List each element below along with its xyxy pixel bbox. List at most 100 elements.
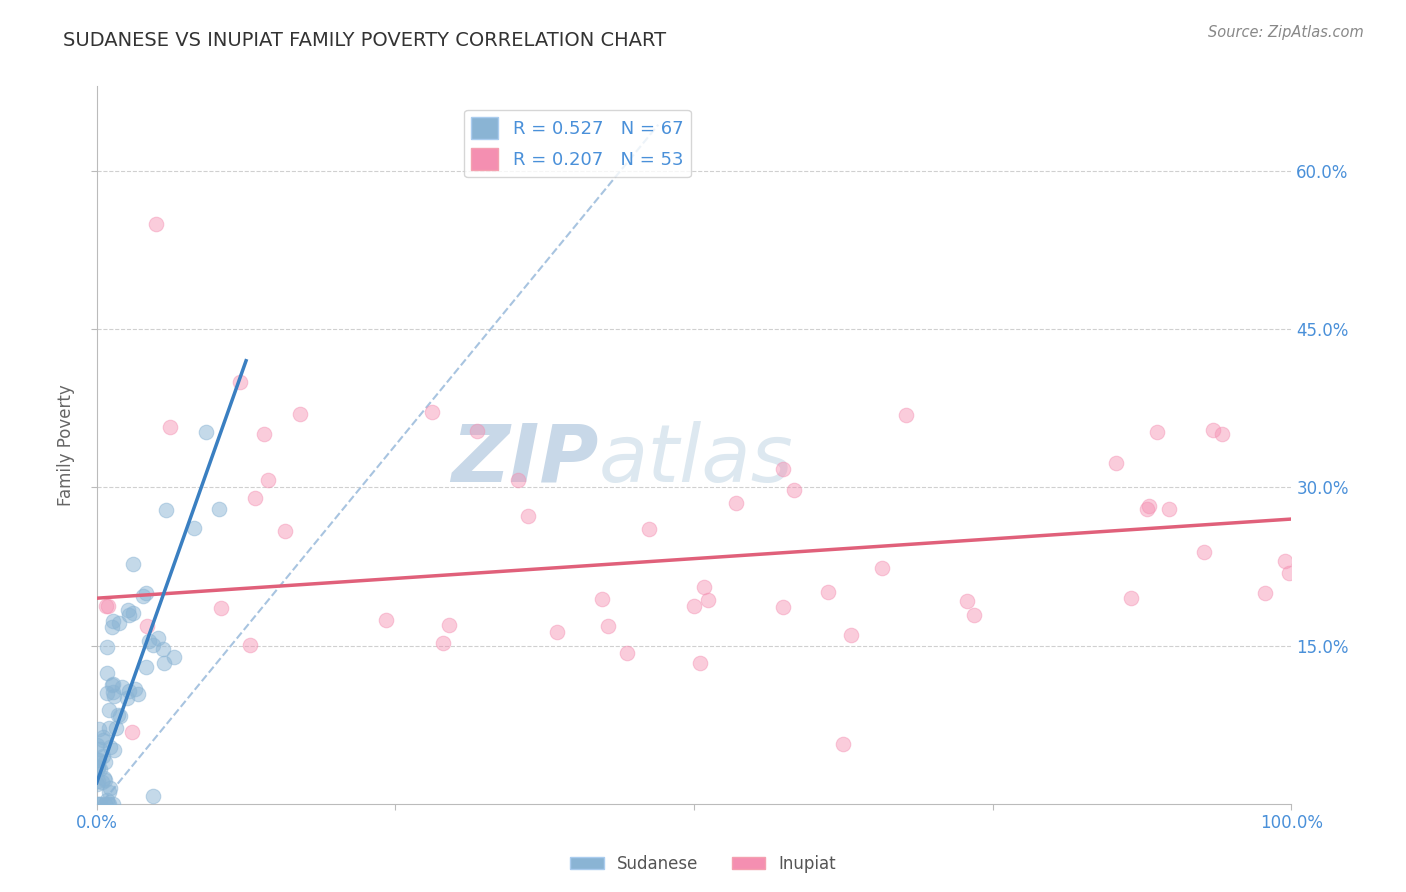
Point: [118, 608, 141, 623]
Text: ZIP: ZIP: [451, 420, 599, 499]
Point: [94, 772, 117, 787]
Point: [117, 691, 139, 706]
Point: [87, 753, 110, 767]
Point: [963, 608, 986, 623]
Point: [103, 689, 125, 703]
Point: [96, 640, 118, 655]
Point: [124, 682, 146, 697]
Point: [374, 613, 396, 627]
Point: [288, 407, 311, 421]
Point: [135, 618, 157, 632]
Point: [87, 722, 110, 736]
Point: [103, 743, 125, 757]
Y-axis label: Family Poverty: Family Poverty: [58, 384, 75, 506]
Point: [437, 618, 460, 632]
Point: [724, 495, 747, 509]
Point: [256, 474, 278, 488]
Point: [86, 738, 108, 752]
Point: [1274, 554, 1296, 568]
Point: [209, 601, 232, 615]
Point: [96, 797, 118, 811]
Point: [101, 678, 124, 692]
Point: [832, 737, 855, 751]
Point: [98, 797, 121, 811]
Point: [86, 753, 108, 767]
Point: [98, 703, 121, 717]
Point: [870, 560, 893, 574]
Point: [117, 603, 139, 617]
Point: [97, 785, 120, 799]
Point: [159, 419, 181, 434]
Point: [465, 424, 488, 438]
Point: [253, 427, 276, 442]
Point: [89, 762, 111, 776]
Point: [91, 733, 114, 747]
Point: [121, 725, 143, 739]
Point: [89, 797, 111, 811]
Point: [693, 580, 716, 594]
Text: SUDANESE VS INUPIAT FAMILY POVERTY CORRELATION CHART: SUDANESE VS INUPIAT FAMILY POVERTY CORRE…: [63, 31, 666, 50]
Point: [243, 491, 266, 505]
Point: [86, 774, 108, 789]
Point: [87, 760, 110, 774]
Point: [783, 483, 806, 497]
Point: [135, 585, 157, 599]
Point: [420, 404, 443, 418]
Point: [135, 659, 157, 673]
Point: [93, 797, 115, 811]
Point: [689, 656, 711, 670]
Point: [91, 748, 114, 763]
Point: [239, 639, 262, 653]
Point: [108, 709, 131, 723]
Point: [107, 708, 129, 723]
Point: [772, 462, 794, 476]
Point: [1104, 457, 1126, 471]
Point: [86, 777, 108, 791]
Point: [87, 761, 110, 775]
Point: [122, 607, 145, 621]
Point: [145, 217, 167, 231]
Point: [183, 521, 205, 535]
Point: [1278, 566, 1301, 581]
Point: [93, 771, 115, 785]
Point: [98, 721, 121, 735]
Point: [101, 685, 124, 699]
Text: atlas: atlas: [599, 420, 793, 499]
Point: [229, 375, 252, 389]
Point: [207, 502, 229, 516]
Point: [697, 592, 720, 607]
Point: [101, 614, 124, 628]
Point: [591, 592, 613, 607]
Point: [432, 636, 454, 650]
Point: [96, 686, 118, 700]
Point: [132, 589, 155, 603]
Point: [138, 634, 160, 648]
Point: [101, 797, 124, 811]
Point: [96, 665, 118, 680]
Point: [956, 594, 979, 608]
Point: [1192, 545, 1215, 559]
Point: [683, 599, 706, 613]
Point: [142, 638, 165, 652]
Point: [89, 742, 111, 756]
Point: [155, 503, 177, 517]
Point: [896, 408, 918, 422]
Point: [152, 641, 174, 656]
Point: [1157, 501, 1180, 516]
Point: [98, 740, 121, 755]
Point: [86, 797, 108, 811]
Point: [87, 797, 110, 811]
Point: [142, 789, 165, 804]
Point: [817, 585, 839, 599]
Point: [508, 473, 530, 487]
Point: [152, 656, 174, 670]
Point: [839, 627, 862, 641]
Point: [91, 775, 114, 789]
Point: [1211, 427, 1233, 442]
Point: [148, 631, 170, 645]
Point: [772, 599, 794, 614]
Point: [1119, 591, 1142, 606]
Point: [98, 780, 121, 795]
Point: [1201, 424, 1223, 438]
Point: [517, 508, 540, 523]
